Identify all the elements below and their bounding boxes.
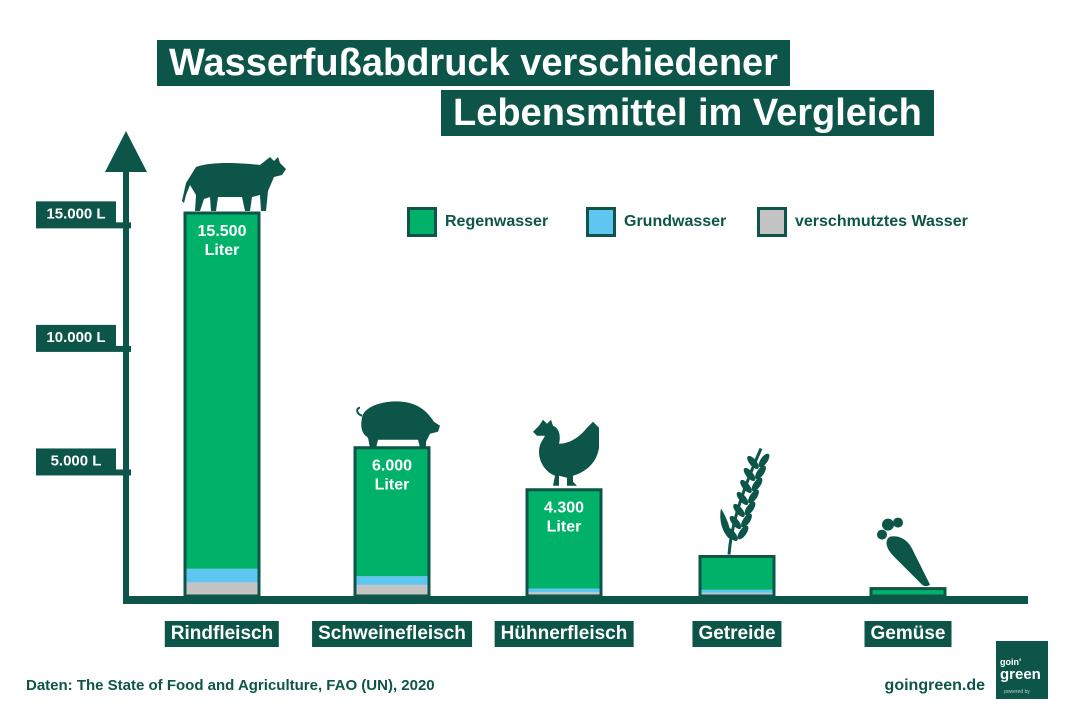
y-tick-mark [123,469,131,476]
y-tick-mark [123,345,131,352]
y-tick-label-bg [36,448,116,471]
bar-segment-regenwasser [185,213,259,569]
x-tick-label: Gemüse [864,621,952,647]
y-axis-arrow [105,131,147,172]
x-tick-label: Rindfleisch [164,621,280,647]
legend-label: Grundwasser [624,213,727,230]
legend-swatch [407,207,437,237]
bar-outline [698,554,776,598]
y-tick-line [36,345,126,352]
source-note: Daten: The State of Food and Agriculture… [26,677,435,694]
goingreen-logo: goin' green powered by [996,641,1048,699]
bar-segment-grundwasser [700,589,774,593]
bar-unit-label: Liter [205,242,240,259]
y-tick-line [36,222,126,229]
y-tick-mark [123,222,131,229]
y-tick-label: 15.000 L [46,205,105,222]
logo-text-top: goin' [1000,657,1022,667]
wheat-icon [720,447,770,555]
bar-segment-regenwasser [527,489,601,589]
legend-label: Regenwasser [445,213,549,230]
legend-item: verschmutztes Wasser [757,207,968,237]
x-tick-label: Getreide [692,621,782,647]
bar-segment-grundwasser [527,588,601,593]
chart-title-line-2: Lebensmittel im Vergleich [441,90,934,136]
chart-title-line-1: Wasserfußabdruck verschiedener [157,40,790,86]
bar-unit-label: Liter [547,519,582,536]
x-tick-label: Hühnerfleisch [494,621,634,647]
bar-value-label: 4.300 [544,500,584,517]
chicken-icon [533,419,599,486]
legend-item: Grundwasser [586,207,726,237]
bar-segment-grundwasser [185,568,259,583]
bar-value-label: 6.000 [372,458,412,475]
bar-outline [525,488,603,598]
bar-segment-grundwasser [355,576,429,585]
carrot-icon [877,517,930,587]
legend-item: Regenwasser [407,207,548,237]
legend-swatch [757,207,787,237]
legend-swatch [586,207,616,237]
logo-text-main: green [1000,666,1041,683]
y-tick-line [36,469,126,476]
y-tick-label: 5.000 L [51,452,102,469]
x-axis-line [123,596,1028,604]
bar-segment-verschmutztes-wasser [700,592,774,596]
bar-value-label: 15.500 [198,223,247,240]
bar-outline [869,587,947,598]
legend-label: verschmutztes Wasser [795,213,968,230]
bar-segment-regenwasser [871,588,945,595]
bar-segment-regenwasser [700,556,774,590]
bar-segment-verschmutztes-wasser [355,584,429,596]
y-tick-label: 10.000 L [46,329,105,346]
logo-tagline: powered by [1004,689,1030,695]
y-axis-line [123,170,129,604]
website-link[interactable]: goingreen.de [884,677,985,694]
bar-outline [353,446,431,598]
bar-outline [183,211,261,598]
bar-segment-verschmutztes-wasser [527,592,601,596]
bar-unit-label: Liter [375,477,410,494]
y-tick-label-bg [36,201,116,224]
bar-segment-verschmutztes-wasser [185,582,259,596]
bar-segment-regenwasser [355,447,429,577]
cow-icon [182,157,286,211]
y-tick-label-bg [36,324,116,347]
x-tick-label: Schweinefleisch [312,621,472,647]
pig-icon [356,401,440,448]
